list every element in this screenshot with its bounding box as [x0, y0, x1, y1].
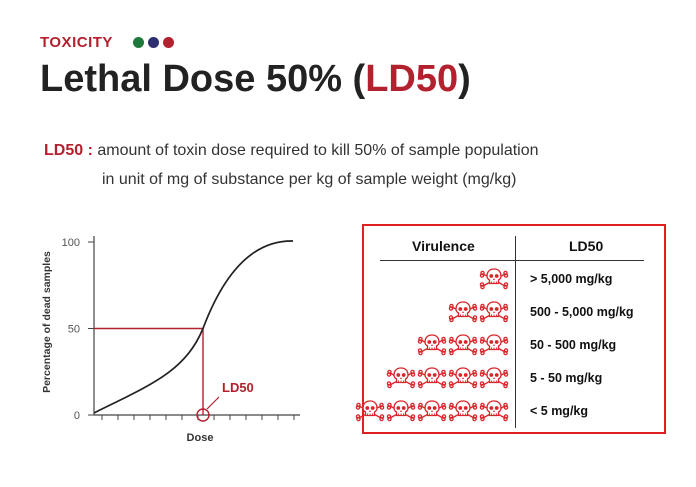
- y-axis-label: Percentage of dead samples: [41, 251, 53, 393]
- title-accent: LD50: [365, 58, 459, 100]
- header-ld50: LD50: [569, 238, 604, 254]
- table-row-skulls: [448, 299, 509, 325]
- skull-crossbones-icon: [448, 334, 478, 356]
- table-row-ld50-value: < 5 mg/kg: [530, 404, 589, 418]
- ld50-chart: 0 50 100 Dose Percentage of dead samples LD50: [41, 236, 300, 444]
- skull-crossbones-icon: [417, 334, 447, 356]
- definition-term: LD50 :: [44, 142, 93, 159]
- table-row-skulls: [386, 365, 509, 391]
- x-axis-label: Dose: [187, 432, 214, 444]
- y-tick-label: 0: [74, 410, 80, 422]
- ld50-circle-marker: [196, 408, 210, 422]
- table-row-ld50-value: 50 - 500 mg/kg: [530, 338, 617, 352]
- skull-crossbones-icon: [479, 400, 509, 422]
- dot-green: [133, 37, 144, 48]
- decorative-dots: [133, 37, 174, 48]
- table-divider-horizontal: [380, 260, 644, 261]
- section-tag: TOXICITY: [40, 34, 113, 51]
- definition-line-2: in unit of mg of substance per kg of sam…: [102, 171, 517, 188]
- skull-crossbones-icon: [386, 400, 416, 422]
- skull-crossbones-icon: [479, 268, 509, 290]
- table-row-skulls: [479, 266, 509, 292]
- table-row-skulls: [355, 398, 509, 424]
- table-row-skulls: [417, 332, 509, 358]
- skull-crossbones-icon: [417, 400, 447, 422]
- ld50-pointer: [206, 396, 220, 410]
- table-row-ld50-value: 500 - 5,000 mg/kg: [530, 305, 634, 319]
- table-row-ld50-value: 5 - 50 mg/kg: [530, 371, 603, 385]
- dot-navy: [148, 37, 159, 48]
- virulence-table: Virulence LD50 > 5,000 mg/kg: [355, 224, 666, 434]
- definition-line-1: amount of toxin dose required to kill 50…: [97, 142, 539, 159]
- title-main: Lethal Dose 50% (: [40, 58, 366, 100]
- skull-crossbones-icon: [479, 367, 509, 389]
- dot-red: [163, 37, 174, 48]
- table-row-ld50-value: > 5,000 mg/kg: [530, 272, 613, 286]
- skull-crossbones-icon: [448, 400, 478, 422]
- header-virulence: Virulence: [412, 238, 475, 254]
- y-tick-label: 100: [62, 237, 80, 249]
- page-title: Lethal Dose 50% (LD50): [40, 58, 471, 101]
- definition: LD50 : amount of toxin dose required to …: [44, 136, 539, 194]
- skull-crossbones-icon: [417, 367, 447, 389]
- skull-crossbones-icon: [386, 367, 416, 389]
- y-tick-label: 50: [68, 324, 80, 336]
- dose-response-curve: [93, 240, 294, 414]
- table-divider-vertical: [515, 236, 516, 428]
- skull-crossbones-icon: [355, 400, 385, 422]
- title-end: ): [458, 58, 471, 100]
- ld50-annotation: LD50: [222, 380, 254, 395]
- skull-crossbones-icon: [448, 301, 478, 323]
- skull-crossbones-icon: [479, 301, 509, 323]
- skull-crossbones-icon: [479, 334, 509, 356]
- skull-crossbones-icon: [448, 367, 478, 389]
